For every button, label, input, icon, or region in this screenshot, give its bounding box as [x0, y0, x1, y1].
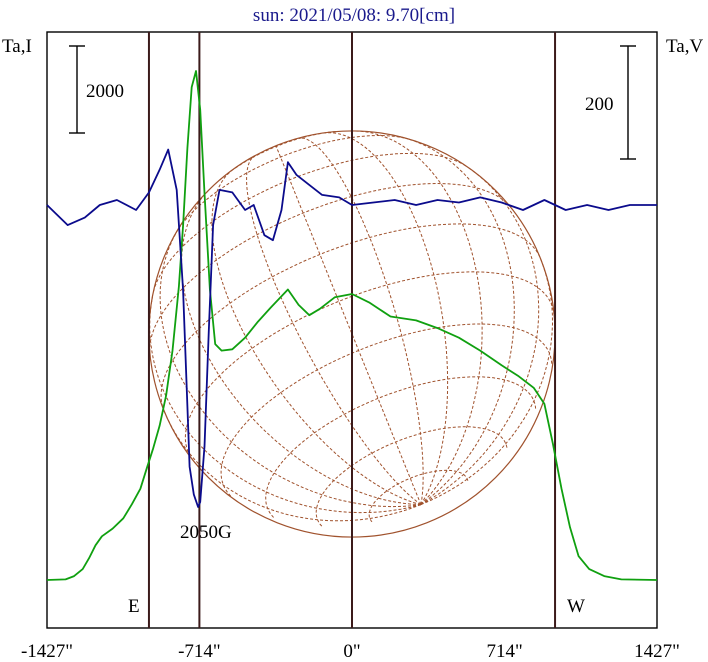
x-tick-label: 714" [486, 641, 522, 662]
disk-meridian [275, 145, 422, 505]
x-tick-labels: -1427" -714" 0" 714" 1427" [21, 641, 680, 662]
disk-parallel [265, 376, 537, 518]
disk-parallel [173, 134, 411, 238]
left-scale-bar [69, 45, 85, 134]
disk-parallel [220, 323, 553, 497]
disk-parallel [153, 152, 467, 292]
right-axis-label: Ta,V [666, 36, 703, 57]
disk-parallel [149, 182, 512, 352]
x-tick-label: 0" [343, 641, 360, 662]
disk-meridian [149, 294, 422, 514]
x-tick-label: 1427" [634, 641, 680, 662]
polarization-line [46, 148, 657, 508]
chart-title: sun: 2021/05/08: 9.70[cm] [253, 5, 455, 26]
disk-meridian [159, 224, 421, 508]
disk-parallel [315, 426, 508, 527]
left-axis-label: Ta,I [2, 36, 32, 57]
west-label: W [567, 596, 585, 617]
series-group [46, 70, 658, 581]
vertical-lines [147, 32, 557, 628]
right-scale-bar [620, 45, 636, 160]
left-scale-bar-label: 2000 [86, 81, 124, 102]
disk-parallel [160, 223, 541, 412]
disk-meridian [354, 130, 483, 505]
solar-disk [148, 130, 556, 538]
x-tick-label: -714" [178, 641, 221, 662]
east-label: E [128, 596, 140, 617]
disk-meridian [398, 136, 515, 505]
intensity-line [46, 70, 658, 581]
disk-meridian [211, 170, 422, 506]
disk-meridian [246, 155, 422, 505]
x-tick-label: -1427" [21, 641, 73, 662]
disk-parallel [184, 271, 555, 461]
disk-parallel [368, 469, 469, 523]
disk-meridian [181, 189, 421, 506]
disk-meridian [298, 137, 424, 505]
right-scale-bar-label: 200 [585, 94, 614, 115]
field-strength-annotation: 2050G [180, 522, 232, 543]
